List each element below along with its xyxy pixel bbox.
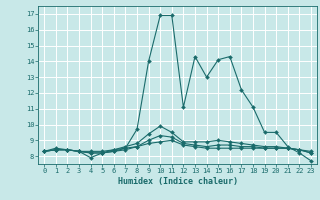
X-axis label: Humidex (Indice chaleur): Humidex (Indice chaleur)	[118, 177, 238, 186]
